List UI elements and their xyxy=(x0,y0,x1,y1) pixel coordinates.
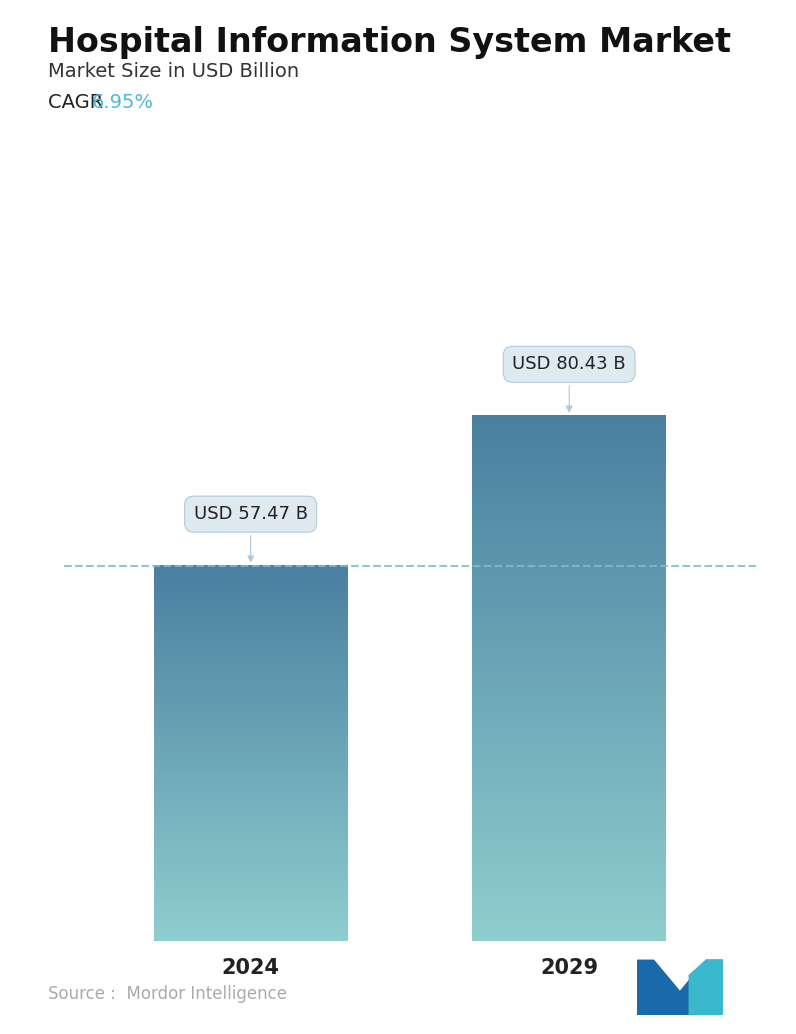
Text: Hospital Information System Market: Hospital Information System Market xyxy=(48,26,731,59)
Polygon shape xyxy=(637,960,723,1015)
Text: CAGR: CAGR xyxy=(48,93,109,112)
Text: Source :  Mordor Intelligence: Source : Mordor Intelligence xyxy=(48,985,287,1003)
Text: Market Size in USD Billion: Market Size in USD Billion xyxy=(48,62,298,81)
Polygon shape xyxy=(689,960,723,1015)
Text: USD 57.47 B: USD 57.47 B xyxy=(193,506,308,561)
Text: USD 80.43 B: USD 80.43 B xyxy=(513,356,626,412)
Text: 6.95%: 6.95% xyxy=(92,93,154,112)
